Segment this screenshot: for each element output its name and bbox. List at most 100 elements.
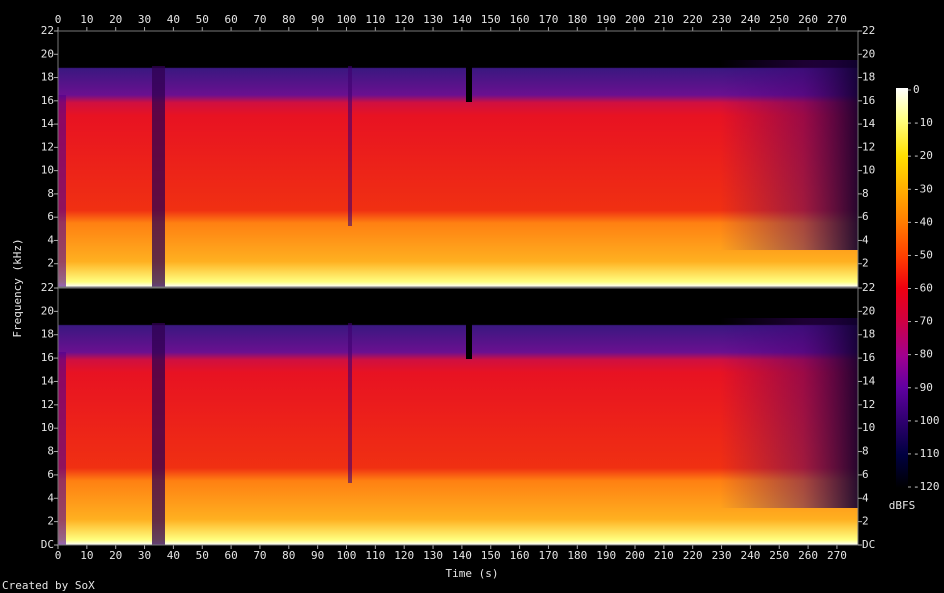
y-tick-label: 8	[47, 187, 54, 200]
footer: Created by SoX	[2, 579, 95, 592]
y-tick-label: 10	[41, 421, 54, 434]
y-tick-label-right: 18	[862, 328, 875, 341]
y-tick-label-right: 22	[862, 24, 875, 37]
channel-frame	[57, 30, 859, 288]
x-tick-label: 170	[539, 549, 559, 562]
x-tick-label-top: 40	[167, 13, 180, 26]
x-tick-label-top: 50	[196, 13, 209, 26]
y-tick-label-right: 20	[862, 47, 875, 60]
x-tick-label-top: 10	[80, 13, 93, 26]
colorbar-tick-label: -110	[913, 447, 940, 460]
x-tick-label: 140	[452, 549, 472, 562]
x-tick-label-top: 70	[253, 13, 266, 26]
x-axis-label: Time (s)	[446, 567, 499, 580]
x-tick-label-top: 200	[625, 13, 645, 26]
x-tick-label: 130	[423, 549, 443, 562]
y-tick-label-right: 4	[862, 233, 869, 246]
colorbar-tick-label: 0	[913, 83, 920, 96]
x-tick-label: 150	[481, 549, 501, 562]
x-tick-label-top: 270	[827, 13, 847, 26]
x-tick-label-top: 130	[423, 13, 443, 26]
y-tick-label: 22	[41, 24, 54, 37]
x-tick-label-top: 260	[798, 13, 818, 26]
x-tick-label-top: 120	[394, 13, 414, 26]
y-tick-label: 14	[41, 117, 55, 130]
channel-frame	[57, 287, 859, 546]
colorbar-tick-label: -30	[913, 182, 933, 195]
y-tick-label-right: 6	[862, 468, 869, 481]
x-tick-label: 40	[167, 549, 180, 562]
x-tick-label: 250	[769, 549, 789, 562]
x-tick-label-top: 20	[109, 13, 122, 26]
y-tick-label: 12	[41, 398, 54, 411]
colorbar-tick-label: -80	[913, 348, 933, 361]
x-tick-label-top: 100	[337, 13, 357, 26]
x-tick-label-top: 30	[138, 13, 151, 26]
y-tick-label-right: 16	[862, 94, 875, 107]
colorbar-tick-label: -120	[913, 480, 940, 493]
x-tick-label-top: 180	[567, 13, 587, 26]
colorbar-label: dBFS	[889, 499, 916, 512]
x-tick-label-top: 90	[311, 13, 324, 26]
x-tick-label: 100	[337, 549, 357, 562]
y-tick-label: 6	[47, 468, 54, 481]
y-tick-label-right: 12	[862, 140, 875, 153]
y-tick-label: 14	[41, 374, 55, 387]
x-tick-label: 120	[394, 549, 414, 562]
y-tick-label-right: 18	[862, 71, 875, 84]
y-tick-label-right: 4	[862, 491, 869, 504]
y-tick-label: 20	[41, 304, 54, 317]
colorbar-tick-label: -50	[913, 248, 933, 261]
y-tick-label: DC	[41, 538, 54, 551]
x-tick-label: 70	[253, 549, 266, 562]
x-tick-label-top: 150	[481, 13, 501, 26]
y-tick-label-right: 10	[862, 421, 875, 434]
x-tick-label: 110	[365, 549, 385, 562]
x-tick-label: 10	[80, 549, 93, 562]
x-tick-label-top: 80	[282, 13, 295, 26]
x-tick-label-top: 240	[740, 13, 760, 26]
x-tick-label: 20	[109, 549, 122, 562]
y-tick-label-right: 14	[862, 374, 876, 387]
colorbar-tick-label: -20	[913, 149, 933, 162]
x-tick-label: 60	[224, 549, 237, 562]
y-tick-label: 16	[41, 94, 54, 107]
y-tick-label: 4	[47, 491, 54, 504]
x-tick-label-top: 110	[365, 13, 385, 26]
x-tick-label-top: 210	[654, 13, 674, 26]
y-tick-label: 6	[47, 210, 54, 223]
y-axis-label: Frequency (kHz)	[11, 238, 24, 337]
y-tick-label: 8	[47, 445, 54, 458]
y-tick-label: 2	[47, 257, 54, 270]
y-tick-label-right: 22	[862, 281, 875, 294]
y-tick-label: 10	[41, 164, 54, 177]
y-tick-label-right: 20	[862, 304, 875, 317]
y-tick-label-right: 2	[862, 515, 869, 528]
y-tick-label-right: DC	[862, 538, 875, 551]
x-tick-label: 200	[625, 549, 645, 562]
x-tick-label: 230	[712, 549, 732, 562]
y-tick-label-right: 14	[862, 117, 876, 130]
colorbar-tick-label: -10	[913, 116, 933, 129]
y-tick-label: 18	[41, 328, 54, 341]
y-tick-label: 12	[41, 140, 54, 153]
x-tick-label: 190	[596, 549, 616, 562]
colorbar	[896, 88, 908, 488]
x-tick-label-top: 140	[452, 13, 472, 26]
y-tick-label: 2	[47, 515, 54, 528]
y-tick-label-right: 12	[862, 398, 875, 411]
y-tick-label: 18	[41, 71, 54, 84]
y-tick-label-right: 8	[862, 187, 869, 200]
x-tick-label-top: 250	[769, 13, 789, 26]
y-tick-label: 22	[41, 281, 54, 294]
x-tick-label: 240	[740, 549, 760, 562]
y-tick-label: 16	[41, 351, 54, 364]
x-tick-label: 270	[827, 549, 847, 562]
y-tick-label: 20	[41, 47, 54, 60]
colorbar-tick-label: -60	[913, 282, 933, 295]
y-tick-label-right: 2	[862, 257, 869, 270]
x-tick-label: 30	[138, 549, 151, 562]
x-tick-label-top: 190	[596, 13, 616, 26]
y-tick-label-right: 6	[862, 210, 869, 223]
colorbar-tick-label: -90	[913, 381, 933, 394]
